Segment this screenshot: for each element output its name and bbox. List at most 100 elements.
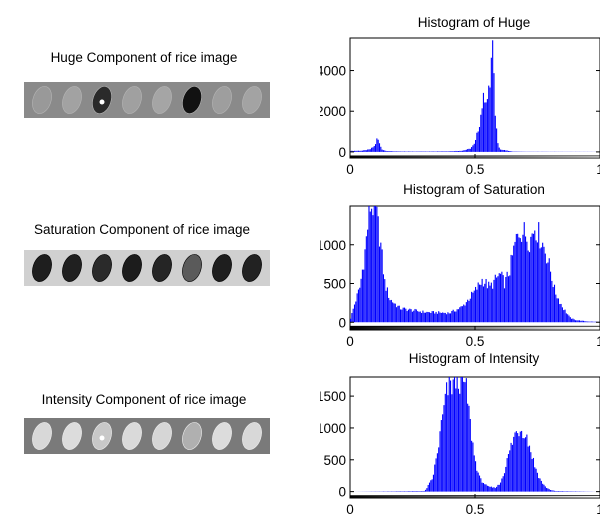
histogram-bar [380, 242, 382, 323]
x-tick-label: 0.5 [466, 502, 485, 517]
huge-image-title: Huge Component of rice image [50, 50, 238, 65]
intensity-image-title: Intensity Component of rice image [41, 392, 247, 407]
histogram-bar [447, 395, 449, 492]
histogram-bar [514, 241, 516, 323]
histogram-bar [486, 288, 488, 323]
histogram-bar [453, 151, 456, 152]
histogram-bar [377, 139, 379, 152]
histogram-bar [530, 452, 532, 492]
histogram-bar [382, 274, 385, 323]
histogram-bar [426, 311, 428, 323]
histogram-bar [473, 455, 475, 492]
histogram-bar [538, 478, 540, 492]
histogram-bar [571, 318, 573, 323]
histogram-bar [572, 318, 574, 323]
histogram-bar [464, 382, 466, 492]
histogram-bar [442, 151, 444, 152]
histogram-bar [360, 278, 362, 323]
histogram-bar [382, 150, 385, 152]
histogram-bar [359, 150, 361, 152]
histogram-bar [593, 321, 595, 323]
histogram-bar [488, 486, 490, 492]
histogram-bar [380, 146, 382, 152]
histogram-bar [448, 313, 450, 323]
histogram-bar [511, 444, 513, 492]
histogram-bar [367, 229, 369, 323]
histogram-bar [352, 308, 354, 323]
histogram-bar [435, 311, 437, 323]
histogram-bar [457, 150, 460, 152]
histogram-bar [502, 150, 504, 152]
histogram-bar [490, 486, 492, 492]
histogram-bar [581, 320, 583, 323]
histogram-bar [472, 442, 474, 492]
histogram-bar [538, 222, 540, 323]
histogram-bar [492, 288, 494, 323]
histogram-bar [443, 151, 445, 152]
histogram-bar [518, 237, 520, 323]
histogram-bar [488, 281, 490, 323]
histogram-bar [498, 273, 500, 323]
histogram-bar [546, 488, 548, 492]
histogram-bar [455, 150, 457, 152]
histogram-bar [394, 303, 396, 323]
histogram-bar [510, 254, 512, 323]
histogram-bar [497, 484, 499, 492]
histogram-bar [396, 151, 398, 152]
histogram-bar [353, 150, 356, 152]
histogram-bar [446, 314, 448, 323]
histogram-bar [550, 490, 552, 492]
histogram-bar [453, 377, 456, 492]
histogram-bar [478, 126, 481, 152]
histogram-bar [493, 487, 495, 492]
histogram-bar [465, 149, 467, 152]
histogram-bar [590, 321, 592, 323]
histogram-bar [563, 310, 565, 323]
histogram-bar [456, 377, 458, 492]
histogram-bar [369, 149, 371, 152]
histogram-bar [553, 490, 556, 492]
histogram-bar [578, 320, 581, 323]
histogram-bar [501, 149, 503, 152]
histogram-bar [544, 253, 546, 323]
histogram-bar [525, 236, 527, 323]
histogram-bar [482, 482, 485, 492]
histogram-bar [447, 151, 449, 152]
histogram-bar [472, 292, 474, 323]
histogram-bar [388, 151, 390, 152]
histogram-bar [485, 102, 487, 152]
histogram-bar [568, 315, 570, 323]
histogram-bar [427, 311, 429, 323]
histogram-bar [535, 468, 537, 492]
histogram-bar [390, 299, 392, 323]
histogram-bar [435, 458, 437, 492]
y-tick-label: 2000 [320, 104, 346, 119]
histogram-bar [485, 278, 487, 323]
histogram-bar [555, 294, 557, 323]
histogram-bar [377, 216, 379, 323]
histogram-bar [385, 290, 387, 323]
histogram-bar [414, 308, 416, 323]
histogram-bar [451, 310, 453, 323]
histogram-bar [434, 464, 436, 492]
histogram-bar [451, 151, 453, 152]
histogram-bar [536, 472, 538, 492]
histogram-bar [515, 233, 517, 323]
histogram-bar [444, 393, 446, 492]
histogram-bar [477, 472, 479, 492]
histogram-bar [502, 275, 504, 323]
histogram-bar [468, 148, 470, 152]
x-tick-label: 0.5 [466, 162, 485, 177]
histogram-bar [438, 447, 440, 492]
histogram-bar [371, 208, 373, 323]
histogram-bar [390, 151, 392, 152]
histogram-bar [459, 393, 461, 492]
y-tick-label: 1500 [320, 389, 346, 404]
histogram-bar [355, 301, 357, 323]
histogram-bar [446, 151, 448, 152]
histogram-bar [565, 313, 567, 323]
histogram-bar [548, 258, 550, 323]
y-tick-label: 4000 [320, 64, 346, 79]
histogram-bar [478, 475, 481, 492]
hist-huge-chart: 0 2000 4000 0 0.5 1 [320, 37, 600, 177]
